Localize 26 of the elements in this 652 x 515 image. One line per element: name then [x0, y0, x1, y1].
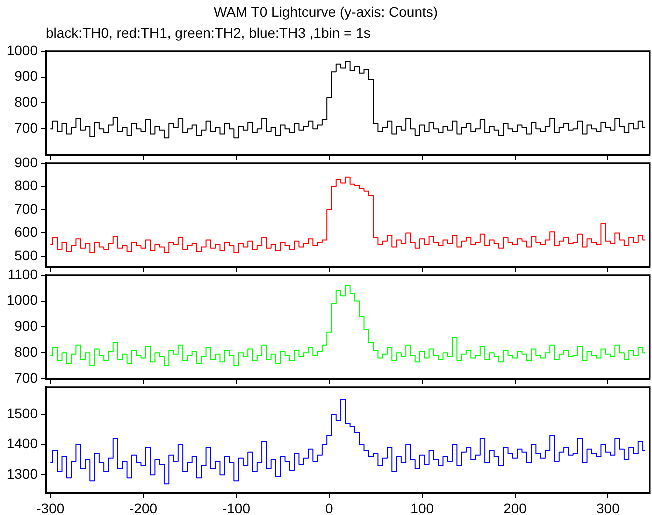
y-tick-label: 900 — [14, 154, 38, 170]
y-tick-label: 600 — [14, 224, 38, 240]
x-tick-label: 200 — [504, 500, 528, 515]
y-tick-label: 1000 — [6, 292, 38, 308]
y-tick-label: 500 — [14, 247, 38, 264]
x-tick-label: 100 — [410, 500, 434, 515]
x-tick-label: -200 — [130, 500, 158, 515]
y-tick-label: 800 — [14, 344, 38, 360]
y-tick-label: 700 — [14, 200, 38, 217]
x-tick-label: -300 — [36, 500, 65, 515]
y-tick-label: 700 — [14, 120, 38, 136]
x-tick-label: 300 — [596, 500, 620, 515]
y-tick-label: 900 — [14, 68, 38, 84]
y-tick-label: 1000 — [6, 42, 38, 58]
y-tick-label: 1500 — [6, 405, 38, 422]
y-tick-label: 800 — [14, 178, 38, 194]
y-tick-label: 800 — [14, 94, 38, 110]
chart-title: WAM T0 Lightcurve (y-axis: Counts) — [212, 4, 440, 20]
chart-subtitle: black:TH0, red:TH1, green:TH2, blue:TH3 ,1bin = 1s — [46, 25, 371, 41]
y-tick-label: 1400 — [6, 436, 38, 452]
x-tick-label: 0 — [326, 500, 334, 515]
y-tick-label: 900 — [14, 318, 38, 334]
y-tick-label: 1100 — [8, 266, 38, 282]
y-tick-label: 1300 — [6, 466, 38, 482]
y-tick-label: 700 — [14, 370, 38, 386]
x-tick-label: -100 — [222, 500, 251, 515]
